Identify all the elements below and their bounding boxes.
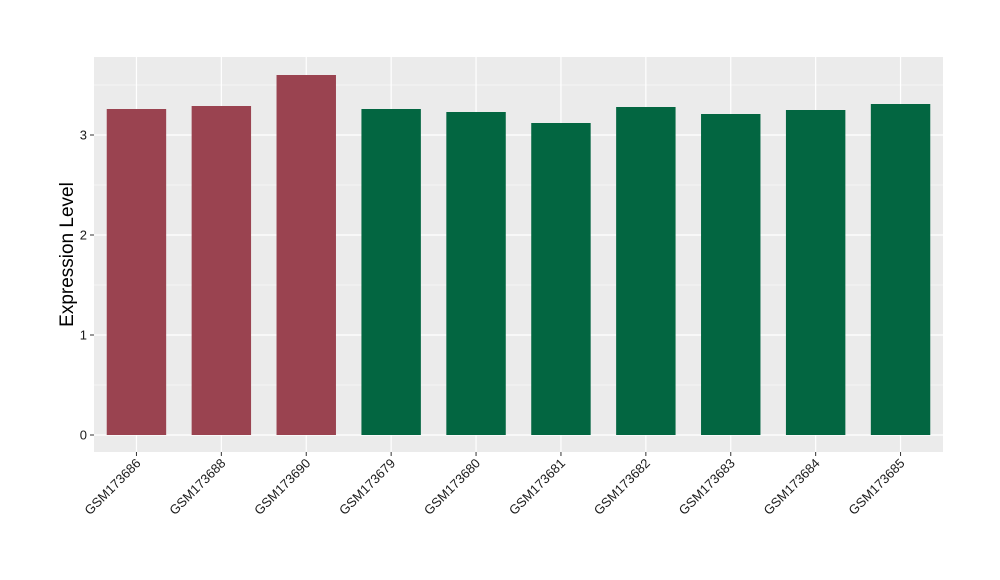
y-tick-label: 2	[80, 228, 87, 243]
bar	[616, 107, 676, 435]
bar	[531, 123, 591, 435]
x-tick-label: GSM173681	[506, 456, 568, 518]
y-axis-title: Expression Level	[57, 182, 78, 327]
bar	[361, 109, 421, 435]
bar	[276, 75, 336, 435]
y-tick-label: 0	[80, 428, 87, 443]
y-axis: 0 1 2 3	[80, 128, 94, 443]
bar	[701, 114, 761, 435]
x-tick-label: GSM173686	[81, 456, 143, 518]
bar	[191, 106, 252, 435]
x-tick-label: GSM173685	[845, 456, 907, 518]
x-tick-label: GSM173690	[251, 456, 313, 518]
x-tick-label: GSM173680	[421, 456, 483, 518]
x-tick-label: GSM173684	[761, 456, 823, 518]
y-tick-label: 1	[80, 328, 87, 343]
x-tick-label: GSM173683	[676, 456, 738, 518]
x-tick-label: GSM173679	[336, 456, 398, 518]
bar	[870, 104, 931, 435]
x-tick-label: GSM173682	[591, 456, 653, 518]
bar	[106, 109, 167, 435]
bars	[106, 75, 931, 435]
x-axis: GSM173686 GSM173688 GSM173690 GSM173679 GSM1…	[81, 452, 908, 518]
y-tick-label: 3	[80, 128, 87, 143]
bar	[785, 110, 846, 435]
x-tick-label: GSM173688	[166, 456, 228, 518]
bar	[446, 112, 506, 435]
